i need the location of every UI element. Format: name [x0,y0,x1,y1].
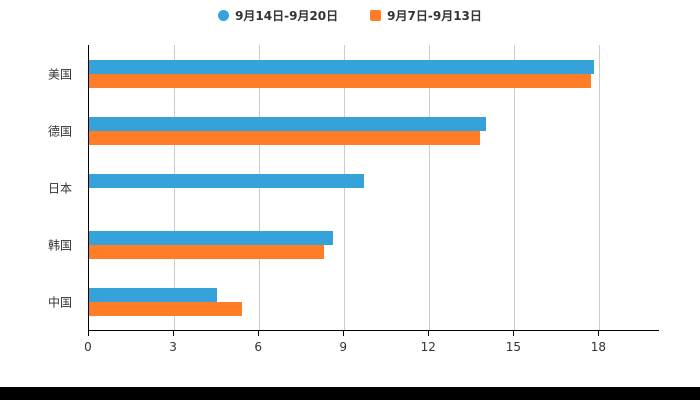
x-tick-mark [428,331,430,336]
bar-series0-日本 [89,173,365,188]
bar-series0-韩国 [89,230,333,245]
legend: 9月14日-9月20日 9月7日-9月13日 [0,7,700,24]
x-tick-label: 6 [254,340,262,354]
x-tick-mark [173,331,175,336]
legend-item-0[interactable]: 9月14日-9月20日 [218,7,338,24]
x-tick-label: 0 [84,340,92,354]
legend-label: 9月7日-9月13日 [387,9,482,23]
category-label: 韩国 [47,238,72,252]
gridline [599,45,601,330]
bar-series1-德国 [89,130,481,145]
category-label: 德国 [47,124,72,138]
gridline [344,45,346,330]
x-tick-label: 15 [505,340,521,354]
x-tick-mark [513,331,515,336]
x-tick-label: 18 [590,340,607,354]
gridline [514,45,516,330]
bar-series1-中国 [89,301,243,316]
plot-area [88,45,659,331]
bar-series1-美国 [89,73,591,88]
bar-series1-韩国 [89,244,325,259]
category-label: 美国 [47,67,72,81]
legend-label: 9月14日-9月20日 [235,9,339,23]
x-tick-mark [258,331,260,336]
x-tick-mark [88,331,89,336]
x-tick-label: 12 [420,340,436,354]
x-tick-label: 3 [169,340,177,354]
bar-series0-中国 [89,287,217,302]
x-axis: 0 3 6 9 12 15 18 [0,331,700,361]
bar-series0-美国 [89,59,594,74]
legend-circle-icon [218,10,230,21]
legend-item-1[interactable]: 9月7日-9月13日 [370,7,482,24]
x-tick-mark [598,331,600,336]
gridline [174,45,176,330]
y-axis-labels: 美国德国日本韩国中国 [0,45,84,330]
legend-square-icon [370,10,382,21]
category-label: 中国 [47,295,72,309]
x-tick-label: 9 [339,340,348,354]
gridline [429,45,431,330]
bar-series0-德国 [89,116,486,131]
category-label: 日本 [47,181,72,195]
x-tick-mark [343,331,345,336]
gridline [259,45,261,330]
footer-bar [0,387,700,400]
